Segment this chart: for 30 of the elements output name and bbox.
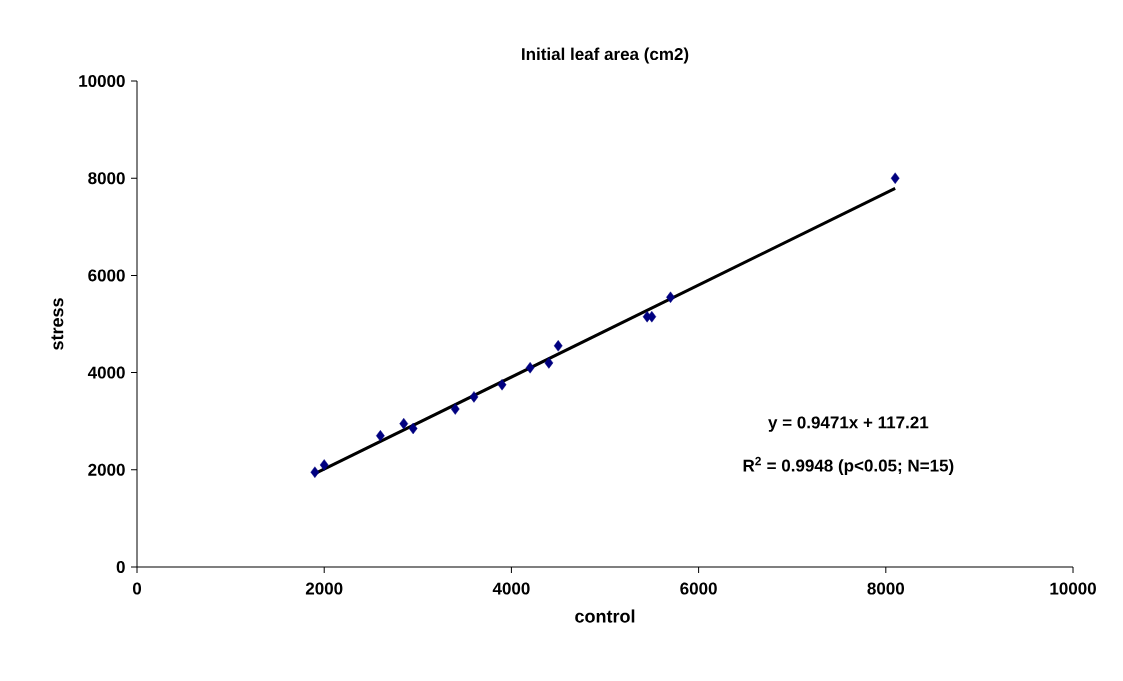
y-tick-label: 6000 [88,269,125,282]
point [408,422,418,435]
point [553,340,563,352]
y-tick-label: 2000 [88,463,125,476]
x-tick-label: 4000 [492,582,530,595]
x-tick-label: 6000 [680,582,717,595]
annotation: R$^{2}$ = 0.9948 (p<0.05; N=15) [743,456,954,475]
point [666,291,675,303]
y-axis-title: stress [51,298,64,350]
point [469,391,479,403]
x-tick-label: 0 [132,582,142,595]
x-tick-label: 10000 [1050,582,1096,595]
point [310,466,320,478]
point [497,379,507,391]
y-tick-label: 0 [116,560,125,574]
point [890,172,900,184]
point [319,459,329,471]
x-tick-label: 8000 [867,582,905,595]
point [450,403,460,415]
annotation: y = 0.9471x + 117.21 [768,416,929,432]
x-tick-label: 2000 [305,582,343,595]
x-axis-title: control [575,609,635,623]
point [376,430,385,442]
point [525,362,535,374]
chart-title: Initial leaf area (cm2) [522,47,689,64]
point [544,357,554,369]
point [399,417,409,430]
y-tick-label: 8000 [88,172,125,185]
y-tick-label: 10000 [79,74,125,88]
y-tick-label: 4000 [87,366,125,379]
